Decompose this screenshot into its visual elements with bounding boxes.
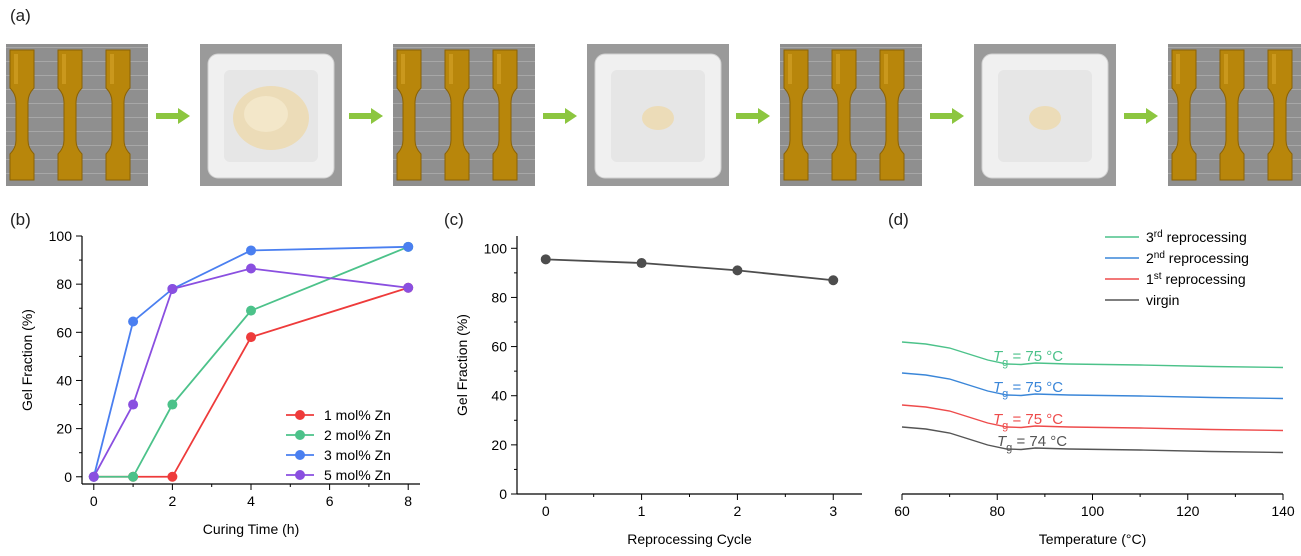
panel-label-b: (b): [10, 210, 31, 229]
legend-label: 5 mol% Zn: [324, 467, 391, 483]
legend-label: 2nd reprocessing: [1146, 250, 1249, 266]
tg-annotation: Tg = 75 °C: [993, 411, 1063, 432]
panel-label-a: (a): [10, 6, 31, 25]
tg-annotation: Tg = 74 °C: [997, 433, 1067, 454]
x-tick-label: 140: [1271, 503, 1295, 519]
legend-label: 3rd reprocessing: [1146, 229, 1247, 245]
tg-annotation: Tg = 75 °C: [993, 348, 1063, 369]
legend-label: 1st reprocessing: [1146, 271, 1246, 287]
x-tick-label: 80: [989, 503, 1005, 519]
photo-dogbone-samples: [393, 44, 535, 186]
data-point: [246, 305, 256, 316]
tg-annotation: Tg = 75 °C: [993, 379, 1063, 400]
data-point: [167, 399, 178, 410]
y-tick-label: 60: [491, 339, 507, 355]
x-tick-label: 8: [404, 493, 412, 509]
process-arrow-icon: [1124, 108, 1158, 124]
photo-ground-powder: [974, 44, 1116, 186]
y-axis-title: Gel Fraction (%): [454, 314, 470, 416]
legend-marker: [295, 450, 305, 460]
data-point: [128, 471, 139, 482]
x-tick-label: 4: [247, 493, 255, 509]
x-tick-label: 0: [542, 503, 550, 519]
data-point: [246, 332, 256, 343]
x-axis-title: Curing Time (h): [203, 521, 299, 537]
chart-gel-vs-reprocessing: 0 1 2 3 0 20 40 60 80 100 Gel Fraction (%) Reproces…: [454, 236, 862, 547]
series-line: [93, 267, 409, 478]
legend: 1 mol% Zn 2 mol% Zn 3 mol% Zn 5 mol% Zn: [286, 407, 391, 483]
series-line: [545, 258, 834, 282]
x-tick-label: 120: [1176, 503, 1200, 519]
data-point: [246, 263, 256, 274]
y-tick-label: 20: [491, 437, 507, 453]
x-axis-title: Temperature (°C): [1039, 531, 1147, 547]
panel-label-c: (c): [444, 210, 464, 229]
data-point: [403, 282, 414, 293]
photo-dogbone-samples: [6, 44, 148, 186]
legend: 3rd reprocessing 2nd reprocessing 1st repr…: [1105, 229, 1249, 308]
y-tick-label: 60: [56, 324, 72, 340]
legend-label: 2 mol% Zn: [324, 427, 391, 443]
y-tick-label: 0: [499, 486, 507, 502]
data-point: [636, 258, 647, 269]
y-tick-label: 100: [49, 228, 73, 244]
y-tick-label: 0: [64, 469, 72, 485]
x-tick-label: 2: [168, 493, 176, 509]
x-tick-label: 100: [1081, 503, 1105, 519]
dsc-curve: [901, 404, 1284, 432]
photo-ground-powder: [587, 44, 729, 186]
legend-marker: [295, 410, 305, 420]
x-tick-label: 0: [90, 493, 98, 509]
data-point: [167, 471, 178, 482]
data-point: [732, 265, 743, 276]
y-tick-label: 100: [484, 240, 508, 256]
y-tick-label: 40: [56, 372, 72, 388]
data-point: [828, 275, 839, 286]
x-axis-title: Reprocessing Cycle: [627, 531, 752, 547]
legend-marker: [295, 430, 305, 440]
photo-ground-powder: [200, 44, 342, 186]
x-tick-label: 2: [734, 503, 742, 519]
data-point: [246, 245, 256, 256]
legend-label: 1 mol% Zn: [324, 407, 391, 423]
data-point: [540, 254, 551, 265]
process-arrow-icon: [349, 108, 383, 124]
process-arrow-icon: [543, 108, 577, 124]
data-point: [128, 316, 139, 327]
process-arrow-icon: [156, 108, 190, 124]
legend-label: virgin: [1146, 292, 1179, 308]
legend-label: 3 mol% Zn: [324, 447, 391, 463]
y-tick-label: 20: [56, 421, 72, 437]
x-tick-label: 1: [638, 503, 646, 519]
process-arrow-icon: [930, 108, 964, 124]
data-point: [167, 283, 178, 294]
y-tick-label: 40: [491, 388, 507, 404]
photo-dogbone-samples: [780, 44, 922, 186]
data-point: [128, 399, 139, 410]
data-point: [403, 241, 414, 252]
dsc-curve: [901, 372, 1284, 400]
data-point: [88, 471, 99, 482]
x-tick-label: 3: [829, 503, 837, 519]
dsc-curve: [901, 426, 1284, 454]
photo-dogbone-samples: [1168, 44, 1301, 186]
y-tick-label: 80: [491, 289, 507, 305]
panel-label-d: (d): [888, 210, 909, 229]
y-tick-label: 80: [56, 276, 72, 292]
dsc-curve: [901, 341, 1284, 369]
legend-marker: [295, 470, 305, 480]
y-axis-title: Gel Fraction (%): [19, 309, 35, 411]
process-arrow-icon: [736, 108, 770, 124]
x-tick-label: 60: [894, 503, 910, 519]
x-tick-label: 6: [326, 493, 334, 509]
